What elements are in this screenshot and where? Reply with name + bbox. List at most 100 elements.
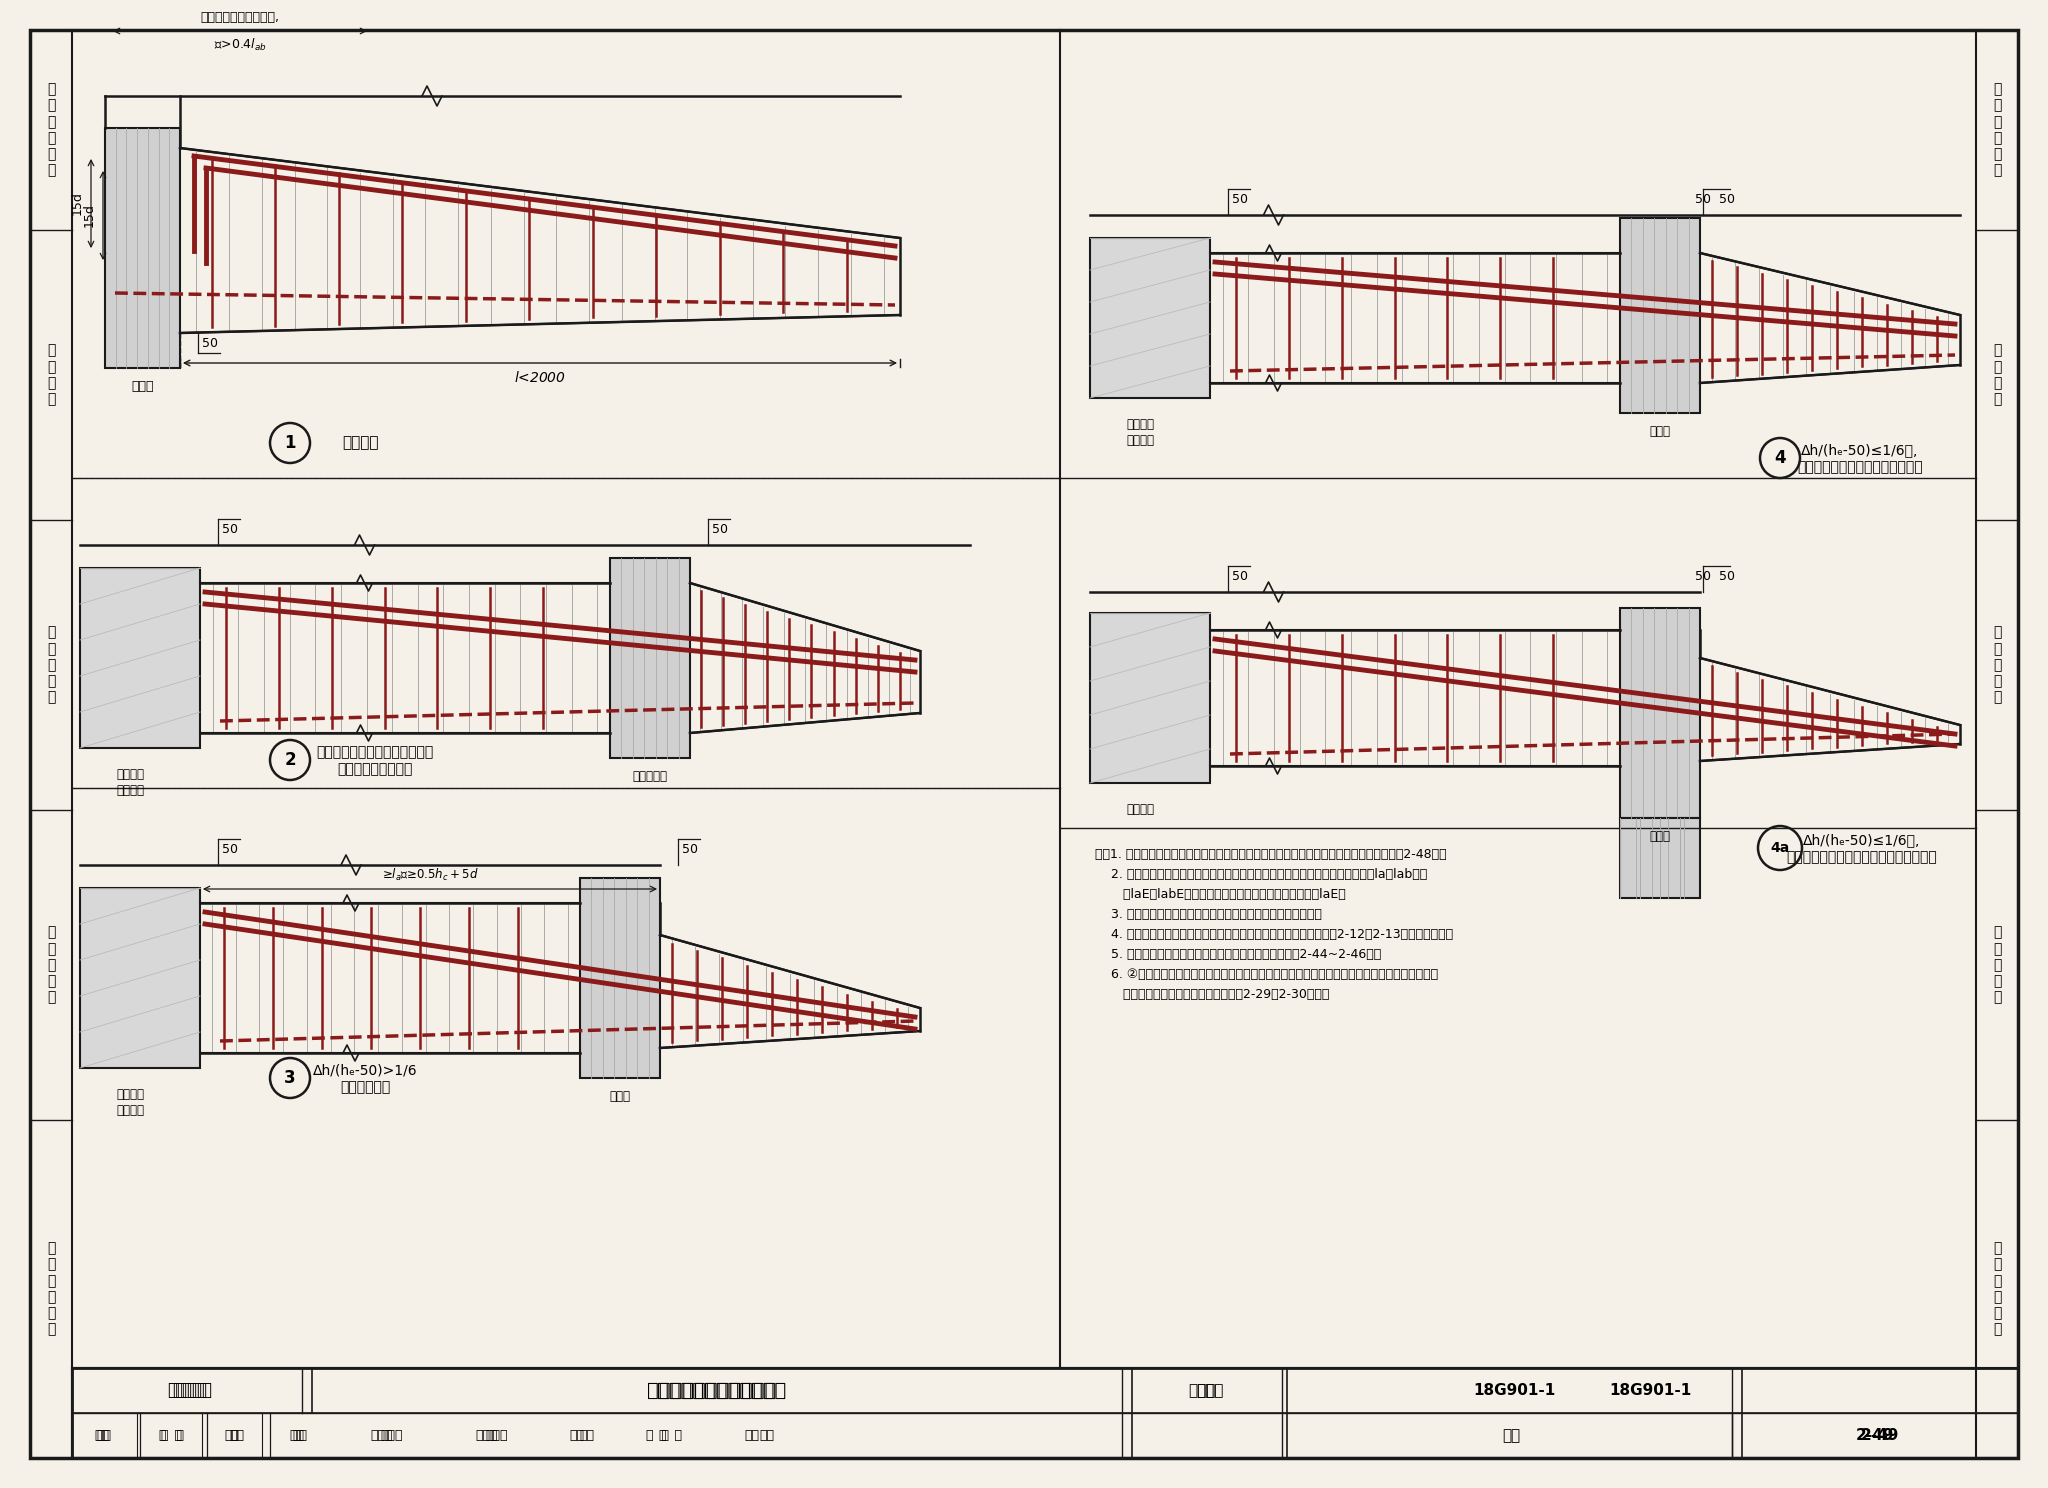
Text: 上部纵筋连续布置且仅用于中间层: 上部纵筋连续布置且仅用于中间层 [1798, 460, 1923, 475]
Text: 为laE、labE，悬挑梁下部钢筋伸入支座长度也应采用laE。: 为laE、labE，悬挑梁下部钢筋伸入支座长度也应采用laE。 [1096, 888, 1346, 902]
Text: 50: 50 [713, 522, 727, 536]
Text: 设计: 设计 [569, 1428, 584, 1442]
Text: 50: 50 [221, 522, 238, 536]
Text: 1: 1 [285, 434, 295, 452]
Text: 普
通
板
部
分: 普 通 板 部 分 [1993, 926, 2001, 1004]
Text: $l$<2000: $l$<2000 [514, 369, 565, 384]
Text: 悬挑梁钢筋排布构造详图: 悬挑梁钢筋排布构造详图 [657, 1381, 786, 1400]
Text: 求可按中柱柱顶节点（详见本图集第2-29、2-30页）。: 求可按中柱柱顶节点（详见本图集第2-29、2-30页）。 [1096, 988, 1329, 1001]
Text: 剪
力
墙
部
分: 剪 力 墙 部 分 [47, 625, 55, 704]
Text: 且>0.4$l_{ab}$: 且>0.4$l_{ab}$ [213, 37, 266, 54]
Text: ≥$l_a$且≥$0.5h_c+5d$: ≥$l_a$且≥$0.5h_c+5d$ [381, 868, 479, 882]
Text: 审核: 审核 [94, 1428, 109, 1442]
Text: 柱或墙: 柱或墙 [131, 379, 154, 393]
Text: 页: 页 [1509, 1428, 1520, 1443]
Text: 或框架梁: 或框架梁 [1126, 433, 1153, 446]
Bar [104, 128, 180, 368]
Text: 一
般
构
造
要
求: 一 般 构 造 要 求 [47, 82, 55, 177]
Bar [80, 568, 201, 748]
Text: 框
架
部
分: 框 架 部 分 [1993, 344, 2001, 406]
Text: 50  50: 50 50 [1696, 570, 1735, 582]
Text: 宫主连: 宫主连 [485, 1428, 508, 1442]
Text: 18G901-1: 18G901-1 [1473, 1382, 1556, 1399]
Bar [1090, 613, 1210, 783]
Text: 高志强: 高志强 [371, 1428, 393, 1442]
Bar [580, 878, 659, 1077]
Text: 梁顶标高与悬挑梁梁顶标高相同: 梁顶标高与悬挑梁梁顶标高相同 [315, 745, 434, 759]
Text: 曹  爽: 曹 爽 [659, 1428, 682, 1442]
Bar [72, 1367, 2017, 1458]
Bar [72, 1367, 2017, 1458]
Text: 无
梁
楼
盖
部
分: 无 梁 楼 盖 部 分 [1993, 1241, 2001, 1336]
Text: Δh/(hₑ-50)≤1/6时,: Δh/(hₑ-50)≤1/6时, [1802, 443, 1919, 457]
Text: 柱或墙: 柱或墙 [1649, 424, 1671, 437]
Text: 50: 50 [1233, 192, 1247, 205]
Text: 非框架梁: 非框架梁 [1126, 418, 1153, 430]
Bar [1620, 609, 1700, 818]
Text: 审核: 审核 [96, 1428, 111, 1442]
Text: 注：1. 图中未注明的悬挑梁、框架梁、悬挑梁端部附加箍筋做法及悬挑梁参数详见本图集第2-48页。: 注：1. 图中未注明的悬挑梁、框架梁、悬挑梁端部附加箍筋做法及悬挑梁参数详见本图… [1096, 848, 1446, 862]
Text: 仅用于中间层: 仅用于中间层 [340, 1080, 389, 1094]
Text: 曹  爽: 曹 爽 [645, 1428, 668, 1442]
Text: Δh/(hₑ-50)>1/6: Δh/(hₑ-50)>1/6 [313, 1062, 418, 1077]
Text: 剪
力
墙
部
分: 剪 力 墙 部 分 [1993, 625, 2001, 704]
Text: 霍英: 霍英 [745, 1428, 760, 1442]
Text: 50: 50 [682, 842, 698, 856]
Bar [1620, 219, 1700, 414]
Text: 15d: 15d [82, 204, 96, 228]
Text: 设计: 设计 [580, 1428, 594, 1442]
Text: 框
架
部
分: 框 架 部 分 [47, 344, 55, 406]
Text: 2-49: 2-49 [1855, 1428, 1894, 1443]
Text: 霍英: 霍英 [760, 1428, 774, 1442]
Text: 4. 图中架侧面纵筋的构造要求、钢筋排布兼让规则等参照本图集第2-12、2-13页总说明部分。: 4. 图中架侧面纵筋的构造要求、钢筋排布兼让规则等参照本图集第2-12、2-13… [1096, 929, 1454, 940]
Bar [80, 888, 201, 1068]
Text: 15d: 15d [70, 192, 84, 216]
Text: 图集号: 图集号 [1196, 1382, 1223, 1399]
Text: 2. 当悬挑梁考虑竖向地震作用时（由设计明确），图中悬挑梁中钢筋锚固长度la、lab应改: 2. 当悬挑梁考虑竖向地震作用时（由设计明确），图中悬挑梁中钢筋锚固长度la、l… [1096, 868, 1427, 881]
Text: 校对: 校对 [289, 1428, 305, 1442]
Text: 50: 50 [203, 336, 217, 350]
Text: 4: 4 [1774, 449, 1786, 467]
Text: 可用于中间层或顶层: 可用于中间层或顶层 [338, 762, 414, 777]
Text: 柱或墙: 柱或墙 [610, 1089, 631, 1103]
Text: 50: 50 [221, 842, 238, 856]
Text: 或框架梁: 或框架梁 [117, 1104, 143, 1116]
Text: 上部纵筋连续布置，可用于中间层或顶层: 上部纵筋连续布置，可用于中间层或顶层 [1786, 850, 1937, 865]
Text: 非框架梁: 非框架梁 [117, 768, 143, 781]
Text: 刘  策: 刘 策 [158, 1428, 182, 1442]
Text: 3. 当梁上部设有第三排钢筋时，其伸出长度应由设计者注明。: 3. 当梁上部设有第三排钢筋时，其伸出长度应由设计者注明。 [1096, 908, 1321, 921]
Text: 页: 页 [1503, 1428, 1511, 1443]
Text: 普
通
板
部
分: 普 通 板 部 分 [47, 926, 55, 1004]
Text: 或框架梁: 或框架梁 [117, 784, 143, 796]
Text: 框架梁: 框架梁 [1649, 829, 1671, 842]
Text: 50: 50 [1233, 570, 1247, 582]
Text: 一
般
构
造
要
求: 一 般 构 造 要 求 [1993, 82, 2001, 177]
Text: 无
梁
楼
盖
部
分: 无 梁 楼 盖 部 分 [47, 1241, 55, 1336]
Text: 悬挑梁钢筋排布构造详图: 悬挑梁钢筋排布构造详图 [647, 1381, 776, 1400]
Text: 刘双: 刘双 [229, 1428, 244, 1442]
Text: 图集号: 图集号 [1188, 1382, 1217, 1399]
Text: 框架部分: 框架部分 [172, 1381, 213, 1400]
Text: 50  50: 50 50 [1696, 192, 1735, 205]
Text: 刘  策: 刘 策 [160, 1428, 184, 1442]
Text: 非框架梁: 非框架梁 [117, 1088, 143, 1101]
Text: 2-49: 2-49 [1862, 1428, 1898, 1443]
Text: 18G901-1: 18G901-1 [1610, 1382, 1692, 1399]
Text: 伸至支座外侧纵筋内侧,: 伸至支座外侧纵筋内侧, [201, 10, 279, 24]
Text: 宫主连: 宫主连 [475, 1428, 498, 1442]
Text: 2: 2 [285, 751, 295, 769]
Text: 纯悬挑梁: 纯悬挑梁 [342, 436, 379, 451]
Bar [610, 558, 690, 757]
Text: 柱、墙或梁: 柱、墙或梁 [633, 769, 668, 783]
Text: 非框架梁: 非框架梁 [1126, 802, 1153, 815]
Text: 校对: 校对 [293, 1428, 307, 1442]
Text: 6. ②节点，当层面框架梁与悬挑端框顶度平、且下部纵筋通长设置时，框架柱中纵向钢筋锚固要: 6. ②节点，当层面框架梁与悬挑端框顶度平、且下部纵筋通长设置时，框架柱中纵向钢… [1096, 969, 1438, 981]
Text: 5. 支座为框架梁的非框架梁下部纵筋做法详见本图集第2-44~2-46页。: 5. 支座为框架梁的非框架梁下部纵筋做法详见本图集第2-44~2-46页。 [1096, 948, 1380, 961]
Text: 4a: 4a [1769, 841, 1790, 856]
Text: 刘双: 刘双 [225, 1428, 240, 1442]
Text: 3: 3 [285, 1068, 295, 1088]
Text: Δh/(hₑ-50)≤1/6时,: Δh/(hₑ-50)≤1/6时, [1804, 833, 1921, 847]
Bar [1620, 818, 1700, 897]
Text: 高志强: 高志强 [381, 1428, 403, 1442]
Text: 框架部分: 框架部分 [168, 1381, 207, 1400]
